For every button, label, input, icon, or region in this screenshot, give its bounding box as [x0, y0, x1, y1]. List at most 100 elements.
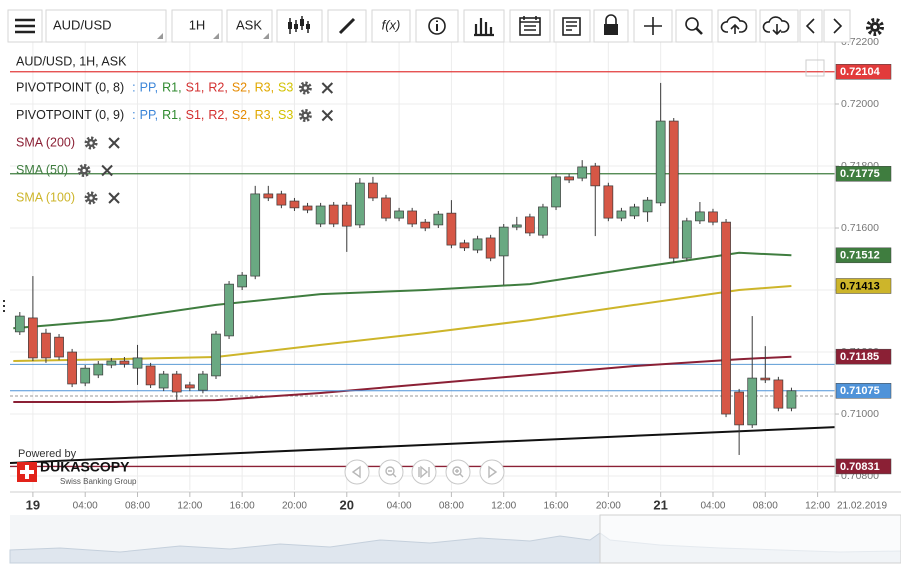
reset-button[interactable]: [411, 459, 437, 485]
scroll-right-button[interactable]: [479, 459, 505, 485]
candle-body: [577, 166, 588, 179]
x-tick-label: 21: [653, 497, 667, 512]
indicator-name: SMA (200): [16, 135, 75, 149]
download-button[interactable]: [759, 9, 799, 43]
candle-body: [54, 336, 64, 358]
x-tick-label: 16:00: [544, 501, 569, 512]
candle-body: [616, 210, 627, 219]
candle-body: [747, 377, 758, 426]
settings-icon[interactable]: [298, 81, 312, 95]
settings-icon[interactable]: [77, 164, 91, 177]
pivot-prefix: :: [132, 108, 135, 122]
indicators-button[interactable]: [463, 9, 505, 43]
candle-body: [708, 211, 718, 223]
candle-body: [289, 200, 300, 209]
candle-body: [276, 193, 287, 206]
candle-body: [446, 212, 457, 246]
period-select[interactable]: [171, 9, 223, 43]
price-badge: [835, 166, 892, 182]
brand-tagline: Swiss Banking Group: [60, 477, 137, 486]
navigator-window[interactable]: [599, 514, 901, 564]
candle-body: [355, 182, 365, 226]
chart-type-button[interactable]: [276, 9, 323, 43]
candle-body: [498, 226, 509, 257]
candle-body: [394, 210, 404, 219]
legend: AUD/USD, 1H, ASK PIVOTPOINT (0, 8): PP, R1…: [16, 54, 334, 205]
sma-line: [13, 251, 792, 330]
price-badge: [835, 247, 892, 264]
settings-icon-hole: [303, 113, 307, 118]
settings-icon[interactable]: [84, 191, 98, 205]
candle-body: [224, 283, 234, 337]
pivot-level-name: R1,: [162, 108, 181, 122]
price-badge: [835, 278, 892, 294]
symbol-select[interactable]: [45, 9, 167, 43]
powered-by: Powered by: [18, 448, 77, 460]
zoom-out-button[interactable]: [378, 459, 404, 485]
x-tick-label: 04:00: [700, 501, 725, 512]
candle-body: [211, 333, 221, 377]
side-select[interactable]: [226, 9, 273, 43]
candle-body: [642, 199, 653, 213]
plot-area: [10, 71, 835, 468]
x-tick-label: 12:00: [805, 501, 830, 512]
back-button[interactable]: [799, 9, 823, 43]
remove-icon[interactable]: [101, 164, 113, 177]
candle-body: [590, 165, 601, 187]
candle-body: [734, 391, 744, 426]
candle-body: [171, 373, 182, 393]
zoom-button[interactable]: [675, 9, 713, 43]
pivot-level-name: PP,: [140, 108, 159, 122]
candle-body: [485, 237, 496, 259]
pivot-level-name: S2,: [232, 80, 251, 94]
price-badge: [835, 383, 892, 399]
candle-body: [681, 220, 692, 259]
function-button[interactable]: [371, 9, 411, 43]
remove-icon[interactable]: [108, 192, 120, 204]
y-tick-label: 0.71600: [841, 222, 879, 234]
remove-icon[interactable]: [321, 109, 334, 122]
pivot-level-name: PP,: [140, 80, 159, 94]
candle-body: [119, 360, 130, 365]
pivot-level-name: R1,: [162, 80, 181, 94]
candle-body: [80, 367, 91, 384]
settings-icon[interactable]: [298, 109, 312, 122]
candle-body: [655, 120, 666, 204]
x-tick-label: 16:00: [230, 501, 255, 512]
sma-line: [13, 285, 792, 362]
pivot-level-name: S3: [278, 108, 293, 122]
settings-icon-hole: [303, 86, 307, 90]
scroll-left-button[interactable]: [344, 459, 370, 485]
candle-body: [472, 238, 483, 251]
candle-body: [695, 211, 705, 222]
forward-button[interactable]: [823, 9, 851, 43]
pivot-level-name: S1,: [186, 80, 205, 94]
settings-icon[interactable]: [84, 136, 98, 150]
zoom-in-button[interactable]: [445, 459, 471, 485]
candle-body: [368, 182, 378, 199]
popout-button[interactable]: [805, 59, 825, 77]
settings-icon-hole: [82, 168, 86, 173]
candle-body: [511, 224, 522, 228]
candle-body: [773, 379, 784, 409]
settings-icon-hole: [89, 141, 93, 145]
candle-body: [721, 221, 731, 415]
pivot-level-name: R3,: [255, 80, 274, 94]
pivot-level-name: R2,: [208, 108, 227, 122]
remove-icon[interactable]: [321, 82, 334, 94]
axes: 0.708000.710000.712000.714000.716000.718…: [26, 36, 892, 512]
settings-button[interactable]: [866, 18, 884, 36]
remove-icon[interactable]: [108, 137, 120, 149]
candle-body: [420, 221, 431, 229]
candle-body: [302, 205, 313, 211]
trendline: [10, 426, 835, 464]
candle-body: [564, 176, 574, 181]
navigation-buttons: [344, 459, 505, 485]
x-tick-label: 20:00: [596, 501, 621, 512]
candle-body: [668, 120, 679, 259]
symbol-text: AUD/USD: [53, 17, 112, 32]
x-tick-label: 08:00: [439, 501, 464, 512]
date-label: 21.02.2019: [837, 501, 887, 512]
price-badge-label: 0.70831: [840, 461, 880, 473]
